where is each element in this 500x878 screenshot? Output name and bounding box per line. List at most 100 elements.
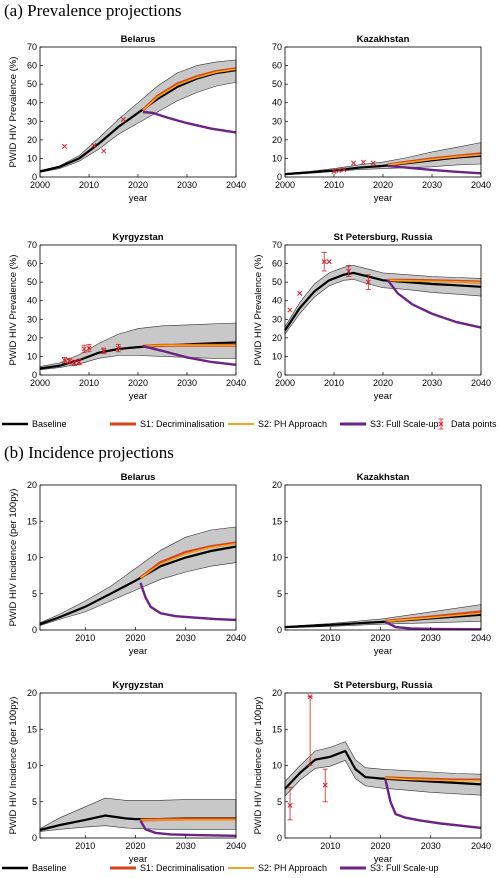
- x-tick-label: 2030: [422, 180, 442, 190]
- x-tick-label: 2020: [373, 378, 393, 388]
- x-tick-label: 2010: [324, 378, 344, 388]
- x-axis-label: year: [129, 854, 147, 865]
- x-tick-label: 2020: [128, 180, 148, 190]
- legend-label-s2: S2: PH Approach: [258, 863, 327, 873]
- data-marker: [297, 290, 303, 296]
- data-point: [86, 343, 92, 353]
- s3-line: [386, 279, 482, 329]
- x-tick-label: 2020: [373, 180, 393, 190]
- x-axis-label: year: [374, 854, 392, 865]
- legend-data-marker: [438, 421, 444, 427]
- panel-title: St Petersburg, Russia: [334, 232, 433, 243]
- data-marker: [101, 148, 107, 154]
- data-point: [287, 307, 293, 313]
- data-marker: [61, 143, 68, 149]
- data-marker: [76, 359, 82, 365]
- x-tick-label: 2030: [176, 841, 196, 851]
- x-tick-label: 2040: [226, 180, 246, 190]
- x-axis-label: year: [129, 646, 147, 657]
- x-tick-label: 2010: [79, 180, 99, 190]
- data-point: [370, 160, 376, 166]
- y-tick-label: 15: [272, 724, 282, 734]
- x-tick-label: 2040: [226, 378, 246, 388]
- y-axis-label: PWID HIV Prevalence (%): [8, 57, 19, 168]
- panel-title: Kyrgyzstan: [112, 680, 163, 691]
- data-marker: [66, 358, 72, 364]
- data-point: [115, 343, 121, 353]
- y-tick-label: 10: [272, 761, 282, 771]
- x-tick-label: 2010: [79, 378, 99, 388]
- x-tick-label: 2020: [125, 841, 145, 851]
- data-marker: [360, 159, 366, 165]
- baseline-line: [39, 69, 237, 173]
- y-tick-label: 5: [277, 797, 282, 807]
- s3-line: [139, 820, 237, 837]
- y-tick-label: 20: [272, 480, 282, 490]
- s2-line: [387, 279, 482, 284]
- data-point: [326, 259, 332, 265]
- data-point: [341, 167, 347, 173]
- x-tick-label: 2000: [275, 378, 295, 388]
- section-title-prevalence: (a) Prevalence projections: [4, 1, 182, 20]
- legend-item-baseline: Baseline: [2, 419, 67, 429]
- y-axis-label: PWID HIV Incidence (per 100py): [8, 489, 19, 627]
- data-point: [61, 356, 68, 364]
- data-marker: [81, 346, 87, 352]
- legend-label-s3: S3: Full Scale-up: [370, 419, 439, 429]
- data-point: [287, 786, 293, 821]
- y-tick-label: 20: [27, 688, 37, 698]
- y-tick-label: 5: [277, 589, 282, 599]
- x-axis-label: year: [374, 646, 392, 657]
- legend-label-s1: S1: Decriminalisation: [140, 863, 225, 873]
- x-tick-label: 2030: [176, 633, 196, 643]
- s2-line: [142, 68, 237, 111]
- data-marker: [287, 802, 293, 808]
- y-tick-label: 0: [32, 833, 37, 843]
- x-tick-label: 2020: [125, 633, 145, 643]
- y-tick-label: 20: [272, 135, 282, 145]
- y-tick-label: 40: [272, 98, 282, 108]
- data-point: [71, 359, 77, 367]
- y-tick-label: 50: [27, 79, 37, 89]
- data-point: [91, 142, 97, 148]
- x-tick-label: 2010: [75, 633, 95, 643]
- y-tick-label: 60: [272, 259, 282, 269]
- s2-line: [387, 153, 482, 166]
- y-axis-label: PWID HIV Incidence (per 100py): [253, 697, 264, 835]
- y-axis-label: PWID HIV Incidence (per 100py): [8, 697, 19, 835]
- data-point: [360, 159, 366, 165]
- legend-item-s3: S3: Full Scale-up: [340, 863, 439, 873]
- data-point: [321, 252, 327, 272]
- legend-incidence: Baseline S1: Decriminalisation S2: PH Appr…: [2, 863, 439, 873]
- x-tick-label: 2000: [30, 180, 50, 190]
- baseline-line: [284, 271, 482, 332]
- data-point: [336, 167, 342, 174]
- s3-line: [384, 779, 482, 830]
- y-tick-label: 10: [272, 153, 282, 163]
- data-marker: [115, 345, 121, 351]
- legend-label-s1: S1: Decriminalisation: [140, 419, 225, 429]
- x-tick-label: 2040: [226, 633, 246, 643]
- s2-line: [385, 612, 482, 623]
- data-point: [307, 694, 313, 766]
- s2-line: [385, 777, 481, 782]
- data-marker: [322, 782, 328, 788]
- data-marker: [346, 268, 352, 274]
- data-point: [61, 143, 68, 149]
- y-tick-label: 10: [272, 553, 282, 563]
- chart-panel-7: 2010 2020 2030 2040 0 5 10 15 20 Kyrgyzstan year PW…: [8, 680, 246, 865]
- x-tick-label: 2040: [226, 841, 246, 851]
- x-tick-label: 2020: [370, 841, 390, 851]
- chart-panel-6: 2010 2020 2030 2040 0 5 10 15 20 Kazakhstan year: [272, 472, 491, 657]
- data-marker: [321, 259, 327, 265]
- s1-line: [139, 541, 237, 579]
- chart-panel-1: 2000 2010 2020 2030 2040010203040506070Belar…: [8, 34, 246, 204]
- x-tick-label: 2040: [471, 633, 491, 643]
- y-tick-label: 40: [27, 98, 37, 108]
- panel-title: Kyrgyzstan: [112, 232, 163, 243]
- data-marker: [370, 160, 376, 166]
- y-tick-label: 20: [27, 333, 37, 343]
- legend-prevalence: Baseline S1: Decriminalisation S2: PH Appr…: [2, 418, 497, 430]
- y-tick-label: 0: [32, 625, 37, 635]
